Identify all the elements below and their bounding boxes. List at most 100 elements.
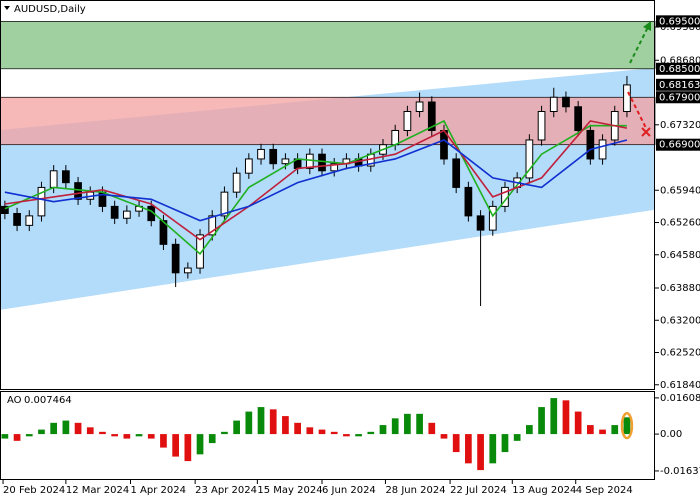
candle-body <box>464 186 473 217</box>
ao-bar <box>1 434 9 439</box>
price-badge-label: 0.66900 <box>659 140 700 151</box>
y-tick-label: 0.65260 <box>660 218 700 229</box>
title-marker <box>4 6 10 10</box>
ao-bar <box>526 425 533 435</box>
candle-body <box>305 153 314 169</box>
ao-bar <box>123 434 131 439</box>
ao-highlight <box>620 412 634 440</box>
y-tick-label: 0.64580 <box>660 250 700 261</box>
ao-bar <box>306 427 314 435</box>
x-tick-label: 23 Apr 2024 <box>195 485 257 496</box>
ao-bar <box>550 398 558 435</box>
price-badge <box>656 138 700 151</box>
y-tick-label: 0.63200 <box>660 315 700 326</box>
ao-bar <box>562 400 570 435</box>
candle-body <box>562 96 570 108</box>
x-tick-label: 12 Mar 2024 <box>66 485 129 496</box>
candle-body <box>623 84 631 112</box>
zone <box>0 96 656 146</box>
y-tick-label: 0.61840 <box>660 380 700 391</box>
ao-bar <box>99 431 106 435</box>
ao-bar <box>86 427 94 435</box>
ao-bar <box>611 425 619 435</box>
candle-body <box>122 210 131 219</box>
price-panel <box>0 21 656 310</box>
candle-body <box>586 129 595 160</box>
candle-body <box>549 96 558 112</box>
down-cross <box>641 127 651 137</box>
ao-bar <box>245 411 253 435</box>
ao-bar <box>428 422 436 435</box>
ao-bar <box>257 407 265 435</box>
ao-bar <box>25 434 33 437</box>
up-arrowhead <box>643 21 651 31</box>
candle-body <box>25 215 34 226</box>
ao-bar <box>416 413 423 435</box>
ao-bar <box>477 434 484 471</box>
ao-bar <box>269 409 277 435</box>
ma-line <box>4 139 628 222</box>
ao-bar <box>135 434 143 437</box>
candle-body <box>452 158 461 188</box>
candle-body <box>488 205 497 231</box>
candle-body <box>37 186 46 217</box>
ao-bar <box>538 407 545 435</box>
y-tick-label: 0.62520 <box>660 348 700 359</box>
indicator-frame <box>0 391 655 480</box>
chart-title: AUDUSD,Daily <box>14 4 86 15</box>
x-tick-label: 22 Jul 2024 <box>450 485 507 496</box>
candle-body <box>281 158 290 165</box>
candle-body <box>537 110 546 141</box>
ao-bar <box>50 422 58 435</box>
ao-bar <box>440 434 448 439</box>
candle-body <box>391 129 400 146</box>
candle-body <box>244 158 253 174</box>
candle-body <box>13 213 21 226</box>
ao-bar <box>623 417 631 435</box>
candle-body <box>208 215 217 236</box>
candle-body <box>171 243 180 274</box>
ao-bar <box>282 416 289 435</box>
ao-bar <box>379 425 387 435</box>
ao-bar <box>355 434 362 437</box>
price-badge <box>656 78 700 91</box>
x-tick-label: 6 Jun 2024 <box>322 485 376 496</box>
y-tick-label: 0.69380 <box>660 22 700 33</box>
x-tick-label: 1 Apr 2024 <box>131 485 186 496</box>
y-tick-label: 0.016082 <box>660 393 700 404</box>
ao-bar <box>330 431 338 435</box>
ao-bar <box>233 420 240 435</box>
candle-body <box>403 110 412 131</box>
ao-bar <box>318 429 326 435</box>
price-badge-label: 0.67900 <box>659 92 700 103</box>
candle-body <box>183 267 192 274</box>
candle-body <box>110 205 119 219</box>
zone <box>0 21 656 70</box>
ma-line <box>4 120 628 241</box>
price-frame <box>0 0 655 390</box>
candle-body <box>318 153 326 172</box>
ao-bar <box>404 413 411 435</box>
ao-bar <box>513 434 521 441</box>
ao-bar <box>574 411 582 435</box>
y-tick-label: -0.016374 <box>660 466 700 477</box>
x-tick-label: 15 May 2024 <box>257 485 322 496</box>
ao-bar <box>74 422 82 435</box>
candle-body <box>427 101 436 131</box>
y-tick-label: 0.00 <box>660 429 682 440</box>
y-tick-label: 0.68680 <box>660 55 700 66</box>
ao-bar <box>208 434 216 444</box>
indicator-name: AO <box>7 395 22 406</box>
price-badge <box>656 15 700 28</box>
ao-bar <box>147 434 155 439</box>
candle-body <box>330 163 339 172</box>
candle-body <box>574 106 583 131</box>
candle-body <box>1 205 9 215</box>
candle-body <box>598 139 607 160</box>
indicator-last: 0.007464 <box>24 395 72 406</box>
price-badge-label: 0.68163 <box>659 80 700 91</box>
candle-body <box>257 148 265 160</box>
price-badge <box>656 62 700 75</box>
ao-bar <box>196 434 204 455</box>
